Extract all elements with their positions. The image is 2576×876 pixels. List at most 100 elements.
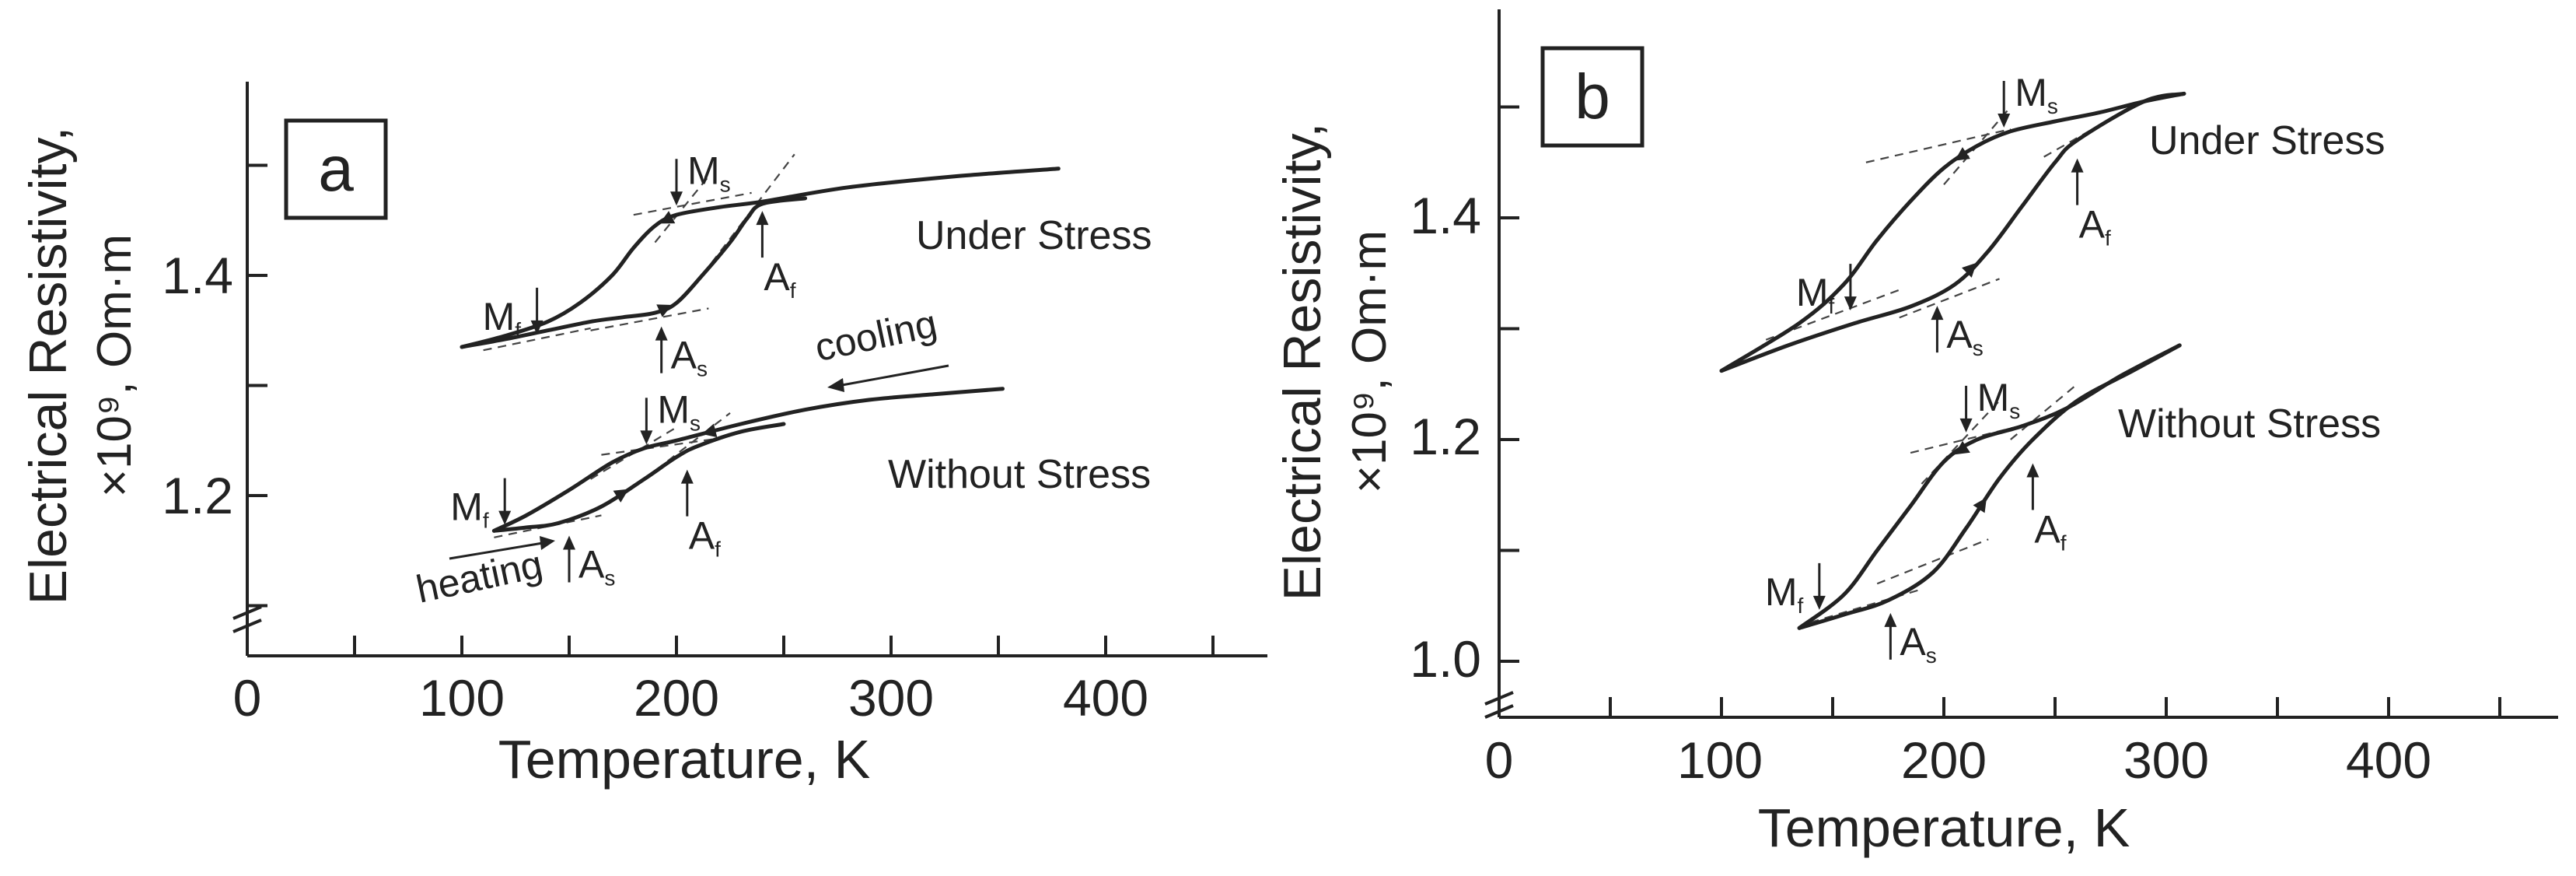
panel-a-transition-labels: Ms Mf As Af Ms Mf As Af (450, 149, 796, 590)
panel-b-under-stress-heating-direction-arrow (1962, 262, 1977, 278)
panel-b-without-stress-As-label: As (1884, 612, 1937, 668)
panel-b-under-stress-Mf-label: Mf (1796, 264, 1857, 318)
panel-a-series-label-without-stress: Without Stress (888, 452, 1151, 497)
svg-text:As: As (578, 543, 615, 590)
panel-a-without-stress-As-label: As (563, 535, 615, 590)
svg-text:Mf: Mf (1765, 570, 1804, 618)
panel-b-transition-labels: Ms Mf As Af Ms Mf As Af (1765, 71, 2111, 668)
panel-b-x-tick-label: 0 (1485, 731, 1514, 789)
panel-a-y-axis-label-line2: ×10⁹, Om·m (88, 234, 142, 497)
panel-b-y-axis-label-line2: ×10⁹, Om·m (1343, 230, 1396, 493)
panel-b-y-tick-label: 1.2 (1410, 408, 1481, 465)
panel-a-under-stress-As-label: As (655, 326, 708, 381)
panel-a-y-tick-label: 1.2 (162, 467, 233, 524)
panel-a-without-stress-tangent (601, 437, 720, 456)
svg-text:Af: Af (764, 255, 795, 303)
panel-a-tangent-lines (483, 153, 795, 538)
panel-b-series-label-without-stress: Without Stress (2118, 401, 2381, 447)
panel-a-under-stress-Ms-label: Ms (670, 149, 731, 206)
panel-a-heating-arrowhead (540, 536, 555, 550)
svg-text:Af: Af (2079, 203, 2111, 251)
panel-b-y-tick-label: 1.0 (1410, 630, 1481, 688)
panel-b-under-stress-cooling-direction-arrow (1954, 147, 1970, 161)
panel-a-under-stress-tangent (590, 307, 709, 331)
panel-a-x-axis-label: Temperature, K (498, 729, 871, 790)
svg-text:Ms: Ms (657, 387, 701, 435)
panel-b-series-label-under-stress: Under Stress (2149, 118, 2385, 163)
panel-a-axis-break (232, 605, 262, 633)
panel-b-curves (1719, 91, 2186, 630)
panel-b-under-stress-tangent (1765, 289, 1900, 341)
panel-b-x-tick-label: 100 (1677, 731, 1763, 789)
panel-b-without-stress-Af-label: Af (2026, 463, 2067, 555)
panel-a-without-stress-Af-label: Af (680, 469, 721, 562)
panel-b-axis-break (1484, 691, 1514, 719)
panel-a-x-tick-label: 200 (634, 669, 719, 727)
panel-b-without-stress-tangent (1810, 588, 1922, 624)
svg-text:As: As (671, 334, 708, 381)
panel-a-letter-box (284, 118, 388, 220)
svg-text:Ms: Ms (2015, 71, 2058, 118)
panel-b-y-ticks (1499, 105, 1519, 663)
panel-a-under-stress-tangent (483, 327, 591, 352)
svg-text:Af: Af (689, 514, 721, 562)
panel-a-without-stress-heating-curve (491, 422, 786, 533)
panel-a-x-tick-label: 300 (848, 669, 934, 727)
panel-a-cooling-arrow (833, 364, 949, 388)
panel-b-chart: 0 100 200 300 400 1.0 1.2 1.4 Temperatur… (1273, 9, 2558, 858)
panel-a-cooling-arrowhead (827, 378, 844, 392)
panel-b-x-tick-label: 200 (1901, 731, 1987, 789)
panel-a-chart: 0 100 200 300 400 1.2 1.4 Temperature, K… (19, 82, 1267, 790)
panel-a-under-stress-tangent (633, 191, 752, 216)
panel-b-y-axis-label-line1: Electrical Resistivity, (1273, 123, 1332, 601)
panel-b-letter-box (1540, 46, 1645, 148)
panel-a-under-stress-Af-label: Af (756, 211, 796, 303)
panel-a-without-stress-tangent (494, 514, 602, 538)
svg-text:Af: Af (2034, 508, 2066, 555)
panel-b-without-stress-tangent (1876, 538, 1989, 585)
panel-a-curves (460, 166, 1061, 533)
panel-b-without-stress-Mf-label: Mf (1765, 562, 1826, 618)
panel-a-series-label-under-stress: Under Stress (916, 213, 1152, 258)
panel-a-without-stress-cooling-direction-arrow (701, 423, 718, 438)
panel-a-y-ticks (247, 163, 267, 608)
panel-b-x-tick-label: 300 (2123, 731, 2209, 789)
panel-a-x-ticks (353, 636, 1215, 656)
panel-b-letter: b (1575, 61, 1610, 132)
svg-text:Mf: Mf (483, 295, 522, 342)
svg-text:As: As (1900, 620, 1936, 668)
svg-text:Ms: Ms (1977, 376, 2021, 423)
panel-a-heating-arrow (449, 541, 548, 560)
panel-b-under-stress-Af-label: Af (2071, 158, 2111, 251)
panel-a-without-stress-cooling-curve (491, 387, 1005, 533)
panel-b-without-stress-heating-direction-arrow (1973, 497, 1987, 513)
panel-b-under-stress-Ms-label: Ms (1998, 71, 2058, 128)
panel-a-x-tick-label: 0 (233, 669, 262, 727)
panel-a-under-stress-heating-direction-arrow (656, 304, 673, 317)
panel-a-without-stress-heating-direction-arrow (613, 489, 629, 503)
panel-a-y-tick-label: 1.4 (162, 247, 233, 304)
panel-a-without-stress-Mf-label: Mf (450, 478, 512, 533)
panel-a-cooling-annotation: cooling (811, 302, 941, 370)
svg-text:Mf: Mf (450, 485, 489, 533)
panel-a-under-stress-Mf-label: Mf (483, 287, 544, 342)
panel-b-under-stress-cooling-curve (1719, 91, 2186, 373)
panel-a-x-tick-label: 100 (419, 669, 505, 727)
panel-a-under-stress-cooling-direction-arrow (659, 211, 676, 224)
panel-a-letter: a (318, 134, 354, 205)
panel-b-under-stress-As-label: As (1931, 306, 1984, 360)
svg-text:Ms: Ms (687, 149, 731, 196)
panel-b-without-stress-cooling-direction-arrow (1954, 440, 1970, 455)
panel-b-without-stress-heating-curve (1797, 343, 2182, 630)
panel-b-x-axis-label: Temperature, K (1758, 797, 2130, 858)
svg-text:Mf: Mf (1796, 271, 1835, 318)
panel-b-x-ticks (1609, 697, 2501, 717)
panel-a-x-tick-label: 400 (1063, 669, 1148, 727)
svg-text:As: As (1946, 313, 1983, 360)
panel-b-under-stress-tangent (1899, 278, 2000, 319)
panel-a-y-axis-label-line1: Electrical Resistivity, (19, 127, 78, 605)
panel-b-x-tick-label: 400 (2346, 731, 2431, 789)
panel-b-y-tick-label: 1.4 (1410, 187, 1481, 244)
panel-b-under-stress-heating-curve (1719, 91, 2186, 373)
